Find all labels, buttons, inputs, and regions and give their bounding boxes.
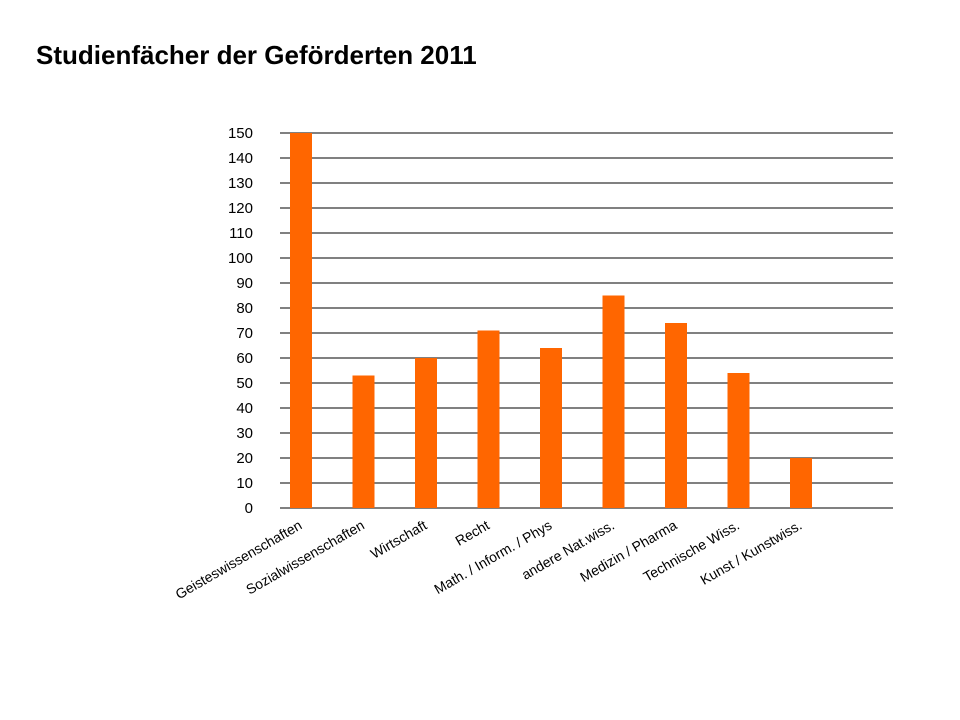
bar <box>602 295 625 508</box>
bar <box>352 375 375 508</box>
bar <box>415 358 437 508</box>
x-axis-labels: GeisteswissenschaftenSozialwissenschafte… <box>172 517 804 603</box>
y-axis-ticks: 0 10 20 30 40 50 60 70 80 90 100 110 120 130 140 150 <box>228 125 253 517</box>
bar <box>727 373 750 508</box>
chart-title: Studienfächer der Geförderten 2011 <box>36 40 477 70</box>
bar <box>477 330 500 508</box>
y-tick-label: 50 <box>236 375 253 392</box>
bars <box>290 133 812 508</box>
y-tick-label: 120 <box>228 200 253 217</box>
gridlines <box>280 132 893 509</box>
y-tick-label: 130 <box>228 175 253 192</box>
y-tick-label: 90 <box>236 275 253 292</box>
y-tick-label: 150 <box>228 125 253 142</box>
x-tick-label: Kunst / Kunstwiss. <box>697 517 804 588</box>
y-tick-label: 10 <box>236 475 253 492</box>
y-tick-label: 0 <box>245 500 253 517</box>
bar <box>540 348 562 508</box>
bar <box>790 458 812 508</box>
x-tick-label: Math. / Inform. / Phys <box>431 517 554 597</box>
y-tick-label: 40 <box>236 400 253 417</box>
bar <box>290 133 312 508</box>
x-tick-label: Wirtschaft <box>368 517 430 562</box>
y-tick-label: 60 <box>236 350 253 367</box>
y-tick-label: 110 <box>229 225 253 242</box>
x-tick-label: Sozialwissenschaften <box>243 517 367 598</box>
y-tick-label: 20 <box>236 450 253 467</box>
y-tick-label: 70 <box>236 325 253 342</box>
y-tick-label: 100 <box>228 250 253 267</box>
y-tick-label: 30 <box>236 425 253 442</box>
x-tick-label: Recht <box>452 517 492 549</box>
y-tick-label: 140 <box>228 150 253 167</box>
y-tick-label: 80 <box>236 300 253 317</box>
bar <box>665 323 687 508</box>
